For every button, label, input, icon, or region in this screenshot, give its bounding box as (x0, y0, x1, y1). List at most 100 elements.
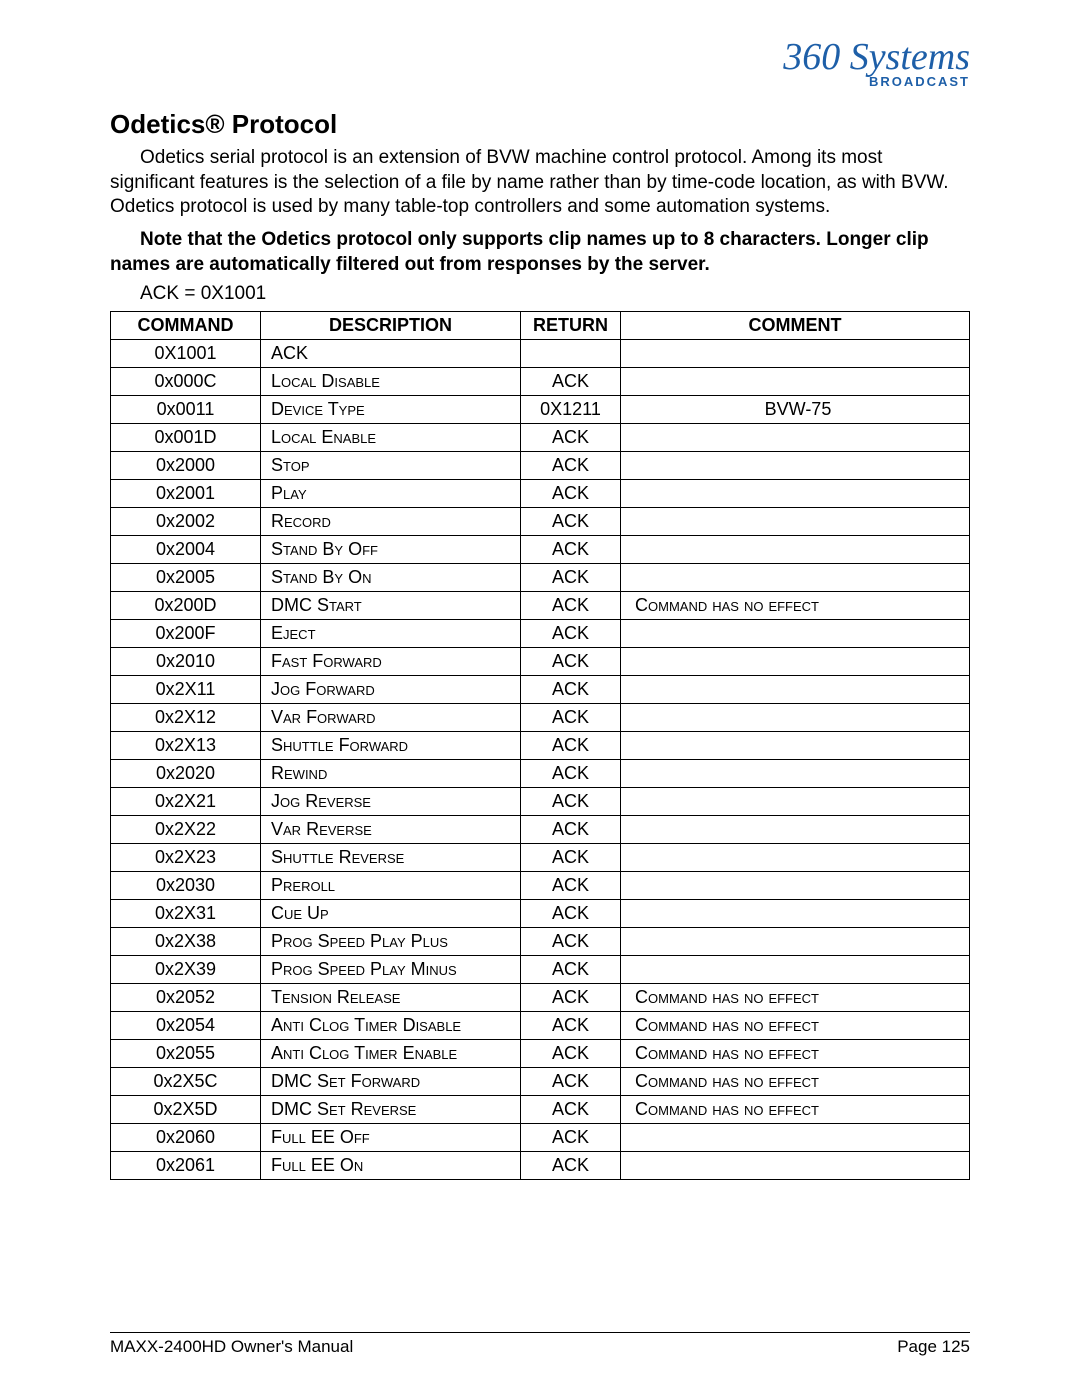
page-footer: MAXX-2400HD Owner's Manual Page 125 (110, 1332, 970, 1357)
cell-comment (621, 760, 970, 788)
cell-command: 0x2002 (111, 508, 261, 536)
cell-command: 0x2010 (111, 648, 261, 676)
cell-command: 0x2X12 (111, 704, 261, 732)
cell-return: ACK (521, 928, 621, 956)
cell-return: ACK (521, 676, 621, 704)
cell-command: 0x2061 (111, 1152, 261, 1180)
cell-return: ACK (521, 900, 621, 928)
cell-command: 0x2X5D (111, 1096, 261, 1124)
cell-return: ACK (521, 648, 621, 676)
table-row: 0x2X5CDMC Set ForwardACKCommand has no e… (111, 1068, 970, 1096)
cell-comment (621, 340, 970, 368)
table-row: 0x2054Anti Clog Timer DisableACKCommand … (111, 1012, 970, 1040)
table-row: 0x2X21Jog ReverseACK (111, 788, 970, 816)
cell-comment (621, 648, 970, 676)
footer-right: Page 125 (897, 1337, 970, 1357)
cell-description: DMC Set Reverse (261, 1096, 521, 1124)
cell-return: ACK (521, 452, 621, 480)
cell-description: Prog Speed Play Minus (261, 956, 521, 984)
table-row: 0x2060Full EE OffACK (111, 1124, 970, 1152)
cell-comment (621, 368, 970, 396)
table-row: 0x2000StopACK (111, 452, 970, 480)
cell-return: ACK (521, 732, 621, 760)
header-comment: COMMENT (621, 312, 970, 340)
cell-return: ACK (521, 704, 621, 732)
cell-description: Cue Up (261, 900, 521, 928)
table-header-row: COMMAND DESCRIPTION RETURN COMMENT (111, 312, 970, 340)
cell-description: Anti Clog Timer Disable (261, 1012, 521, 1040)
cell-description: Prog Speed Play Plus (261, 928, 521, 956)
table-row: 0x2010Fast ForwardACK (111, 648, 970, 676)
cell-comment: Command has no effect (621, 984, 970, 1012)
table-row: 0x2X31Cue UpACK (111, 900, 970, 928)
cell-command: 0x2X21 (111, 788, 261, 816)
cell-comment (621, 844, 970, 872)
cell-command: 0x2055 (111, 1040, 261, 1068)
table-row: 0x2052Tension ReleaseACKCommand has no e… (111, 984, 970, 1012)
cell-command: 0x2054 (111, 1012, 261, 1040)
cell-return: ACK (521, 872, 621, 900)
cell-return: 0X1211 (521, 396, 621, 424)
table-row: 0x2X22Var ReverseACK (111, 816, 970, 844)
table-row: 0x2030PrerollACK (111, 872, 970, 900)
table-row: 0x2X11Jog ForwardACK (111, 676, 970, 704)
table-row: 0x2X39Prog Speed Play MinusACK (111, 956, 970, 984)
cell-comment: Command has no effect (621, 1012, 970, 1040)
cell-return: ACK (521, 788, 621, 816)
cell-description: Jog Forward (261, 676, 521, 704)
cell-return: ACK (521, 564, 621, 592)
cell-command: 0x200D (111, 592, 261, 620)
cell-description: Local Enable (261, 424, 521, 452)
cell-return: ACK (521, 480, 621, 508)
cell-command: 0x0011 (111, 396, 261, 424)
cell-return: ACK (521, 1012, 621, 1040)
cell-comment (621, 704, 970, 732)
cell-description: Record (261, 508, 521, 536)
cell-description: Stand By On (261, 564, 521, 592)
cell-command: 0x2X38 (111, 928, 261, 956)
cell-comment (621, 872, 970, 900)
cell-description: Device Type (261, 396, 521, 424)
cell-command: 0x2052 (111, 984, 261, 1012)
cell-comment (621, 956, 970, 984)
cell-command: 0x2X22 (111, 816, 261, 844)
cell-command: 0x2004 (111, 536, 261, 564)
cell-description: Var Forward (261, 704, 521, 732)
cell-comment: BVW-75 (621, 396, 970, 424)
cell-comment (621, 480, 970, 508)
cell-description: Full EE On (261, 1152, 521, 1180)
cell-return: ACK (521, 844, 621, 872)
ack-line: ACK = 0X1001 (140, 283, 970, 305)
cell-return: ACK (521, 1040, 621, 1068)
cell-comment (621, 816, 970, 844)
logo: 360 Systems BROADCAST (783, 38, 970, 89)
table-row: 0x001DLocal EnableACK (111, 424, 970, 452)
cell-return: ACK (521, 1152, 621, 1180)
cell-return: ACK (521, 368, 621, 396)
logo-area: 360 Systems BROADCAST (110, 38, 970, 91)
table-row: 0x000CLocal DisableACK (111, 368, 970, 396)
table-row: 0x2020RewindACK (111, 760, 970, 788)
header-command: COMMAND (111, 312, 261, 340)
cell-comment (621, 676, 970, 704)
cell-comment: Command has no effect (621, 1040, 970, 1068)
cell-command: 0x001D (111, 424, 261, 452)
cell-description: ACK (261, 340, 521, 368)
cell-description: DMC Start (261, 592, 521, 620)
cell-return: ACK (521, 1096, 621, 1124)
cell-command: 0x2X23 (111, 844, 261, 872)
cell-description: DMC Set Forward (261, 1068, 521, 1096)
cell-comment (621, 928, 970, 956)
section-title: Odetics® Protocol (110, 109, 970, 140)
note-paragraph: Note that the Odetics protocol only supp… (110, 228, 970, 277)
cell-return: ACK (521, 1124, 621, 1152)
table-row: 0x0011Device Type0X1211BVW-75 (111, 396, 970, 424)
cell-command: 0x2X31 (111, 900, 261, 928)
command-table: COMMAND DESCRIPTION RETURN COMMENT 0X100… (110, 311, 970, 1180)
cell-description: Fast Forward (261, 648, 521, 676)
cell-comment (621, 564, 970, 592)
cell-comment: Command has no effect (621, 1068, 970, 1096)
cell-command: 0x2020 (111, 760, 261, 788)
cell-description: Local Disable (261, 368, 521, 396)
cell-comment (621, 788, 970, 816)
